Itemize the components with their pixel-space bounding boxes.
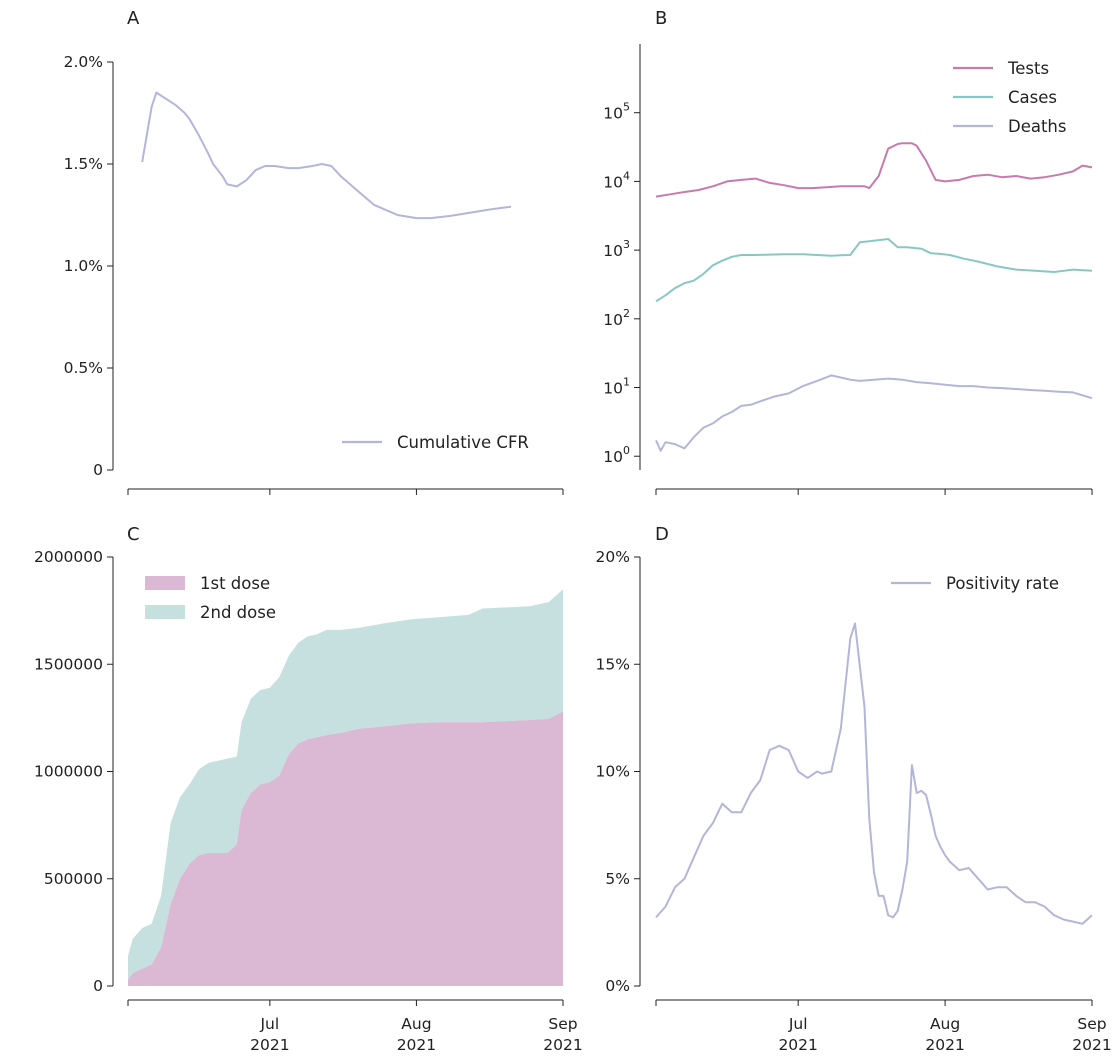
y-tick-label: 500000 xyxy=(44,870,103,888)
y-tick-label: 0% xyxy=(605,977,630,995)
y-tick-label: 1000000 xyxy=(34,763,103,781)
legend-tests-label: Tests xyxy=(1007,59,1049,78)
x-tick-label-year: 2021 xyxy=(397,1036,436,1054)
area-2nd-dose xyxy=(128,589,563,980)
y-tick-label: 15% xyxy=(596,655,630,673)
x-tick-label-month: Jul xyxy=(259,1015,279,1033)
y-tick-label: 5% xyxy=(605,870,630,888)
x-tick-label-year: 2021 xyxy=(925,1036,964,1054)
legend-2nd-dose-swatch xyxy=(145,605,185,619)
panel-c: C Jul 2021 Aug 2021 Sep 2021 0 500000 1000000 1500… xyxy=(34,524,583,1054)
line-cases xyxy=(655,238,1093,303)
x-tick-label-year: 2021 xyxy=(250,1036,289,1054)
x-tick-label-month: Jul xyxy=(788,1015,808,1033)
x-tick-label-year: 2021 xyxy=(543,1036,582,1054)
y-tick-label: 104 xyxy=(603,169,630,191)
y-tick-label: 100 xyxy=(603,444,630,466)
panel-a: A 0 0.5% 1.0% 1.5% 2.0% Cumulative CFR xyxy=(64,8,564,495)
panel-d: D Jul 2021 Aug 2021 Sep 2021 0% 5% 10% 15% 20% Posit… xyxy=(596,524,1112,1054)
y-tick-label: 0.5% xyxy=(64,359,103,377)
panel-letter-a: A xyxy=(127,8,140,29)
y-tick-label: 2000000 xyxy=(34,548,103,566)
panel-letter-c: C xyxy=(127,524,140,545)
panel-letter-b: B xyxy=(655,8,667,29)
y-tick-label: 0 xyxy=(93,977,103,995)
legend-deaths-label: Deaths xyxy=(1008,117,1067,136)
x-tick-label-month: Aug xyxy=(930,1015,960,1033)
y-tick-label: 2.0% xyxy=(64,53,103,71)
x-tick-label-year: 2021 xyxy=(778,1036,817,1054)
y-tick-label: 1500000 xyxy=(34,655,103,673)
legend-positivity-rate-label: Positivity rate xyxy=(946,574,1059,593)
legend-1st-dose-swatch xyxy=(145,576,185,590)
panel-letter-d: D xyxy=(655,524,669,545)
x-tick-label-month: Sep xyxy=(548,1015,577,1033)
line-cumulative-cfr xyxy=(141,91,512,220)
x-tick-label-month: Aug xyxy=(401,1015,431,1033)
y-tick-label: 1.5% xyxy=(64,155,103,173)
y-tick-label: 105 xyxy=(603,101,630,123)
area-1st-dose xyxy=(128,711,563,986)
y-tick-label: 103 xyxy=(603,238,630,260)
legend-cumulative-cfr-label: Cumulative CFR xyxy=(397,433,529,452)
y-tick-label: 0 xyxy=(93,461,103,479)
y-tick-label: 10% xyxy=(596,763,630,781)
y-tick-label: 20% xyxy=(596,548,630,566)
y-tick-label: 102 xyxy=(603,307,630,329)
legend-2nd-dose-label: 2nd dose xyxy=(200,603,276,622)
line-positivity-rate xyxy=(655,622,1093,925)
y-tick-label: 101 xyxy=(603,376,630,398)
panel-b: B 100 101 102 103 104 105 Tests Cases Deaths xyxy=(603,8,1093,495)
x-tick-label-month: Sep xyxy=(1077,1015,1106,1033)
legend-cases-label: Cases xyxy=(1008,88,1057,107)
x-tick-label-year: 2021 xyxy=(1072,1036,1111,1054)
y-tick-label: 1.0% xyxy=(64,257,103,275)
line-tests xyxy=(655,142,1093,198)
legend-1st-dose-label: 1st dose xyxy=(200,574,270,593)
line-deaths xyxy=(655,374,1093,452)
